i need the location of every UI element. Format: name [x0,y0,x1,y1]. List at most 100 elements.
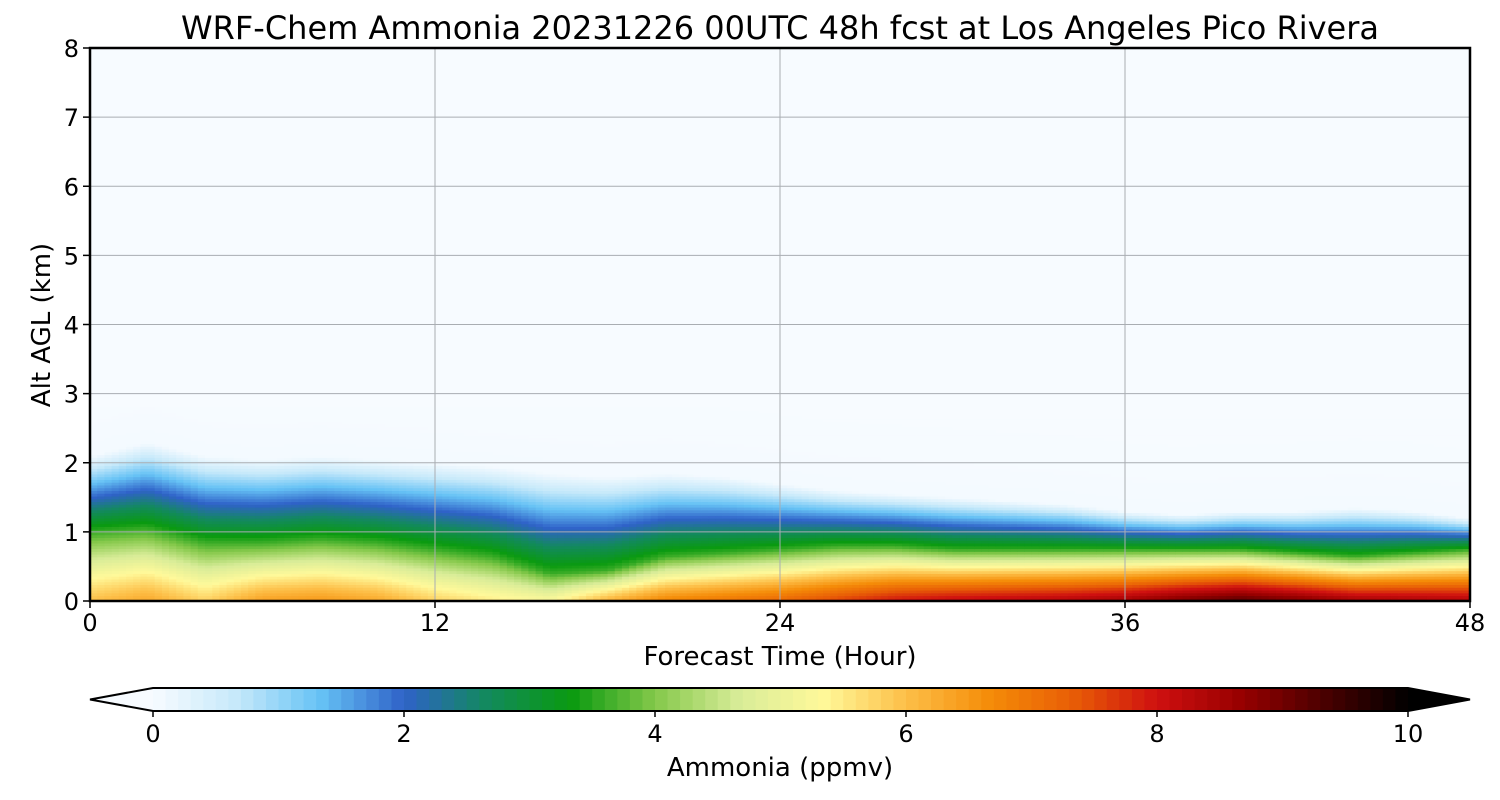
heatmap-cell [125,578,134,583]
heatmap-cell [808,556,817,561]
heatmap-cell [837,587,846,591]
heatmap-cell [758,559,767,563]
heatmap-cell [571,548,580,552]
heatmap-cell [693,581,702,585]
heatmap-cell [780,587,788,591]
heatmap-cell [672,576,680,580]
heatmap-cell [1053,551,1061,555]
heatmap-cell [1211,589,1220,594]
heatmap-cell [571,559,580,563]
heatmap-cell [327,540,335,544]
heatmap-cell [1168,559,1176,563]
heatmap-cell [269,551,278,555]
heatmap-cell [1225,562,1234,566]
heatmap-cell [880,573,889,577]
heatmap-cell [585,578,594,583]
heatmap-cell [1311,565,1320,569]
heatmap-cell [1247,556,1255,561]
heatmap-cell [1196,545,1205,550]
heatmap-cell [449,595,458,599]
heatmap-cell [514,578,522,583]
heatmap-cell [1038,581,1047,585]
heatmap-cell [1196,578,1205,583]
heatmap-cell [765,576,774,580]
heatmap-cell [557,578,565,583]
heatmap-cell [1304,545,1313,550]
heatmap-cell [305,570,314,574]
heatmap-cell [1376,587,1385,591]
heatmap-cell [859,548,867,552]
heatmap-cell [255,567,264,572]
heatmap-cell [794,565,803,569]
heatmap-cell [1096,573,1105,577]
heatmap-cell [384,554,393,558]
heatmap-cell [780,548,788,552]
heatmap-cell [1132,584,1140,588]
heatmap-cell [1326,578,1335,583]
heatmap-cell [722,537,731,541]
heatmap-cell [787,578,795,583]
heatmap-cell [1347,567,1356,572]
heatmap-cell [585,565,594,569]
heatmap-cell [557,537,565,541]
heatmap-cell [693,551,702,555]
heatmap-cell [895,589,903,594]
heatmap-cell [327,567,335,572]
heatmap-cell [1426,595,1435,599]
heatmap-cell [406,567,415,572]
heatmap-cell [930,589,939,594]
heatmap-cell [952,551,961,555]
heatmap-cell [844,587,853,591]
heatmap-cell [1232,570,1241,574]
heatmap-cell [1189,584,1198,588]
heatmap-cell [1103,589,1112,594]
heatmap-cell [981,551,990,555]
heatmap-cell [284,537,292,541]
heatmap-cell [1053,562,1061,566]
heatmap-cell [291,581,300,585]
heatmap-cell [1110,540,1119,544]
heatmap-cell [514,587,522,591]
heatmap-cell [1196,559,1205,563]
heatmap-cell [593,570,601,574]
heatmap-cell [176,576,185,580]
heatmap-cell [420,595,429,599]
heatmap-cell [866,556,875,561]
heatmap-cell [657,537,666,541]
heatmap-cell [291,565,300,569]
heatmap-cell [269,578,278,583]
heatmap-cell [1448,540,1457,544]
heatmap-cell [427,570,436,574]
heatmap-cell [1010,554,1018,558]
heatmap-cell [262,584,271,588]
heatmap-cell [1347,542,1356,547]
heatmap-cell [240,576,249,580]
heatmap-cell [406,570,415,574]
heatmap-cell [859,562,867,566]
heatmap-cell [1462,589,1471,594]
heatmap-cell [787,592,795,597]
heatmap-cell [1081,567,1090,572]
heatmap-cell [435,576,443,580]
heatmap-cell [262,573,271,577]
heatmap-cell [276,576,285,580]
heatmap-cell [348,551,357,555]
heatmap-cell [1448,592,1457,597]
heatmap-cell [492,545,501,550]
heatmap-cell [1074,551,1083,555]
heatmap-cell [1067,540,1076,544]
heatmap-cell [262,581,271,585]
heatmap-cell [629,559,637,563]
heatmap-cell [1254,537,1263,541]
heatmap-cell [1024,576,1033,580]
heatmap-cell [988,589,997,594]
heatmap-cell [614,584,623,588]
heatmap-cell [593,559,601,563]
heatmap-cell [1211,551,1220,555]
heatmap-cell [1283,545,1291,550]
heatmap-cell [1067,551,1076,555]
heatmap-cell [981,548,990,552]
heatmap-cell [722,584,731,588]
heatmap-cell [320,595,328,599]
heatmap-cell [1218,559,1227,563]
